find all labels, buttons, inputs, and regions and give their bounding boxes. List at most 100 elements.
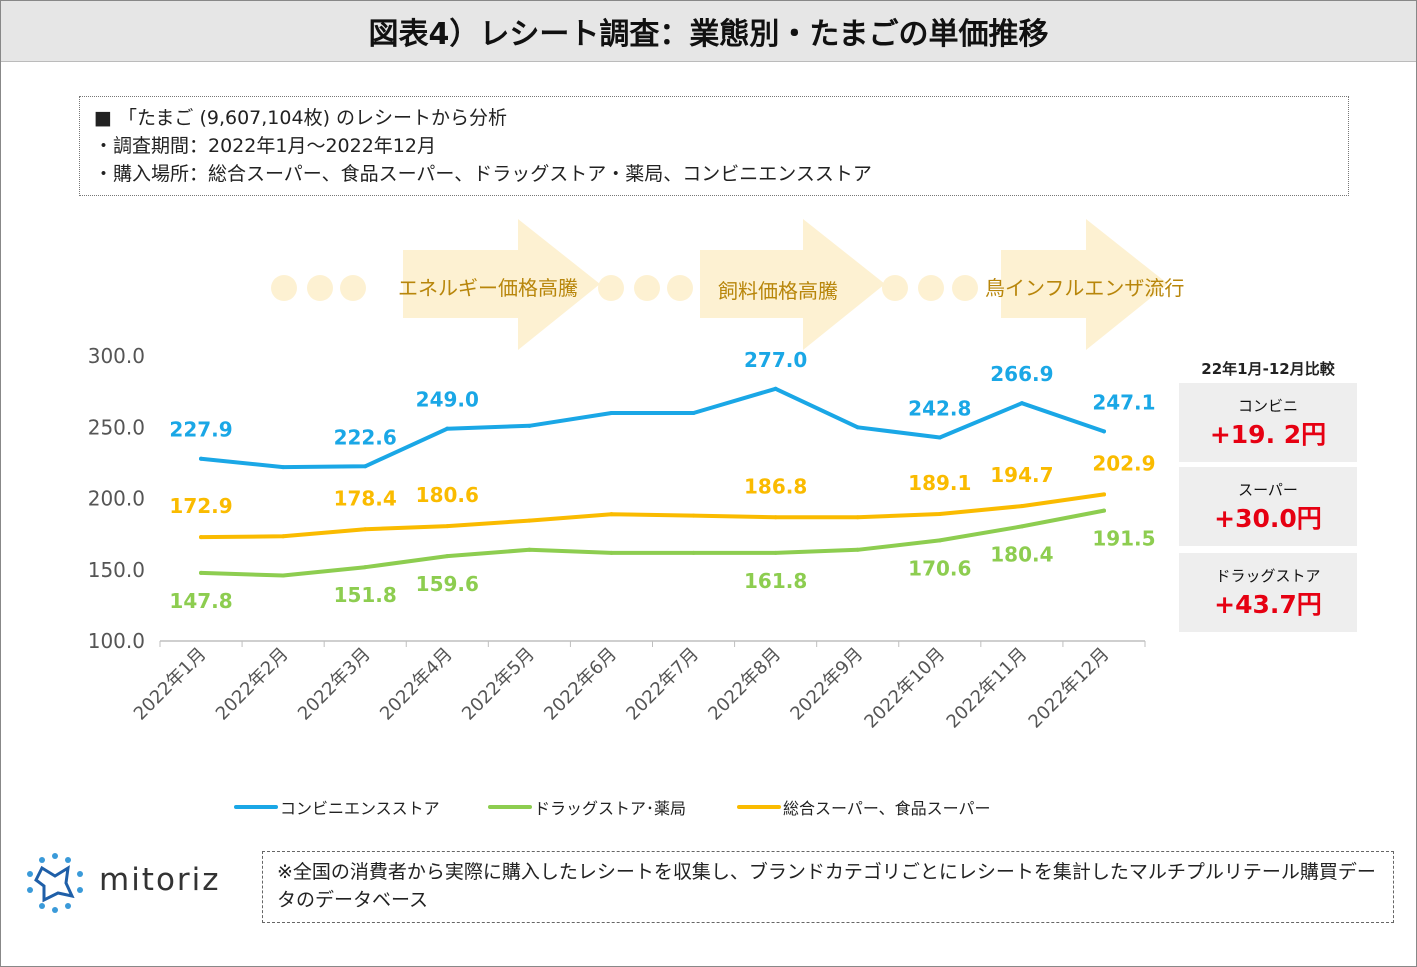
- decor-dot: [271, 275, 297, 301]
- event-label-feed: 飼料価格高騰: [718, 281, 838, 303]
- x-tick-label: 2022年9月: [786, 644, 867, 725]
- data-label-conveni: 277.0: [744, 348, 807, 372]
- data-label-conveni: 227.9: [169, 418, 232, 442]
- data-point-super: [773, 515, 778, 520]
- data-point-super: [609, 512, 614, 517]
- info-line-stores: ・購入場所：総合スーパー、食品スーパー、ドラッグストア・薬局、コンビニエンススト…: [94, 163, 872, 185]
- decor-dot: [882, 275, 908, 301]
- logo-mark-icon: [27, 853, 83, 913]
- info-line-source: ■ 「たまご (9,607,104枚) のレシートから分析: [94, 107, 508, 129]
- data-label-super: 178.4: [334, 486, 397, 510]
- comparison-label: スーパー: [1238, 481, 1298, 499]
- series-line-conveni: [199, 386, 1106, 470]
- arrow-shape-1: [700, 219, 885, 350]
- legend-item-drug: ドラッグストア･薬局: [488, 795, 686, 819]
- data-point-conveni: [855, 425, 860, 430]
- arrow-shape-0: [403, 219, 600, 350]
- data-point-conveni: [281, 465, 286, 470]
- decor-dot: [952, 275, 978, 301]
- data-label-super: 172.9: [169, 494, 232, 518]
- x-tick-label: 2022年3月: [294, 644, 375, 725]
- figure-title: 図表4）レシート調査：業態別・たまごの単価推移: [1, 1, 1416, 62]
- legend-label: コンビニエンスストア: [280, 799, 440, 818]
- legend-swatch: [488, 805, 532, 809]
- data-label-super: 186.8: [744, 474, 807, 498]
- decor-dot: [634, 275, 660, 301]
- comparison-value: +30.0円: [1214, 504, 1322, 533]
- data-point-conveni: [527, 423, 532, 428]
- comparison-value: +43.7円: [1214, 590, 1322, 619]
- legend-item-super: 総合スーパー、食品スーパー: [737, 795, 991, 819]
- y-tick-label: 200.0: [88, 487, 145, 511]
- data-label-drug: 170.6: [908, 556, 971, 580]
- x-tick-label: 2022年5月: [458, 644, 539, 725]
- x-tick-label: 2022年1月: [130, 644, 211, 725]
- data-label-conveni: 249.0: [416, 388, 479, 412]
- data-point-super: [1101, 492, 1106, 497]
- x-tick-label: 2022年10月: [860, 644, 949, 733]
- mitoriz-logo: mitoriz: [22, 850, 242, 916]
- x-tick-label: 2022年4月: [376, 644, 457, 725]
- data-point-conveni: [773, 386, 778, 391]
- data-point-super: [691, 513, 696, 518]
- data-point-super: [937, 512, 942, 517]
- legend-item-conveni: コンビニエンスストア: [234, 795, 440, 819]
- legend-swatch: [234, 805, 278, 809]
- data-label-conveni: 247.1: [1092, 390, 1155, 414]
- footnote-text: ※全国の消費者から実際に購入したレシートを収集し、ブランドカテゴリごとにレシート…: [277, 861, 1376, 911]
- legend-label: ドラッグストア･薬局: [534, 799, 687, 818]
- data-point-drug: [445, 554, 450, 559]
- data-label-drug: 147.8: [169, 589, 232, 613]
- data-point-super: [855, 515, 860, 520]
- data-point-conveni: [199, 456, 204, 461]
- data-label-super: 194.7: [990, 463, 1053, 487]
- data-point-drug: [691, 550, 696, 555]
- data-point-conveni: [1101, 429, 1106, 434]
- data-label-drug: 161.8: [744, 569, 807, 593]
- data-label-drug: 191.5: [1092, 527, 1155, 551]
- y-tick-label: 150.0: [88, 558, 145, 582]
- event-label-energy: エネルギー価格高騰: [398, 278, 578, 300]
- x-tick-label: 2022年8月: [704, 644, 785, 725]
- data-point-drug: [937, 538, 942, 543]
- data-point-super: [363, 527, 368, 532]
- data-point-super: [445, 524, 450, 529]
- data-point-conveni: [937, 435, 942, 440]
- data-point-conveni: [609, 411, 614, 415]
- y-tick-label: 250.0: [88, 415, 145, 439]
- series-line-super: [199, 492, 1106, 540]
- data-point-drug: [363, 565, 368, 570]
- data-point-super: [199, 535, 204, 540]
- decor-dot: [307, 275, 333, 301]
- logo-text: mitoriz: [99, 862, 221, 898]
- comparison-value: +19. 2円: [1209, 420, 1327, 449]
- info-box: ■ 「たまご (9,607,104枚) のレシートから分析 ・調査期間：2022…: [79, 96, 1349, 196]
- decor-dot: [667, 275, 693, 301]
- event-arrows: [271, 219, 1168, 350]
- comparison-label: ドラッグストア: [1215, 567, 1321, 585]
- legend-label: 総合スーパー、食品スーパー: [783, 799, 991, 818]
- x-tick-label: 2022年11月: [943, 644, 1032, 733]
- data-point-drug: [527, 547, 532, 552]
- data-point-drug: [1019, 524, 1024, 529]
- data-point-drug: [1101, 508, 1106, 513]
- comparison-card-conveni: コンビニ +19. 2円: [1179, 383, 1357, 462]
- arrow-shape-2: [1001, 219, 1168, 350]
- data-point-drug: [855, 547, 860, 552]
- decor-dot: [598, 275, 624, 301]
- decor-dot: [340, 275, 366, 301]
- data-label-conveni: 242.8: [908, 397, 971, 421]
- data-point-conveni: [691, 411, 696, 415]
- data-point-super: [281, 534, 286, 539]
- data-point-conveni: [1019, 401, 1024, 406]
- x-tick-label: 2022年12月: [1025, 644, 1114, 733]
- comparison-title: 22年1月-12月比較: [1201, 360, 1335, 378]
- data-point-conveni: [363, 464, 368, 469]
- data-point-super: [527, 518, 532, 523]
- chart-data-labels: 227.9 222.6 249.0 277.0 242.8 266.9 247.1 172.9…: [169, 348, 1155, 613]
- data-label-super: 202.9: [1092, 451, 1155, 475]
- data-point-drug: [281, 573, 286, 578]
- x-tick-label: 2022年7月: [622, 644, 703, 725]
- info-line-period: ・調査期間：2022年1月～2022年12月: [94, 135, 436, 157]
